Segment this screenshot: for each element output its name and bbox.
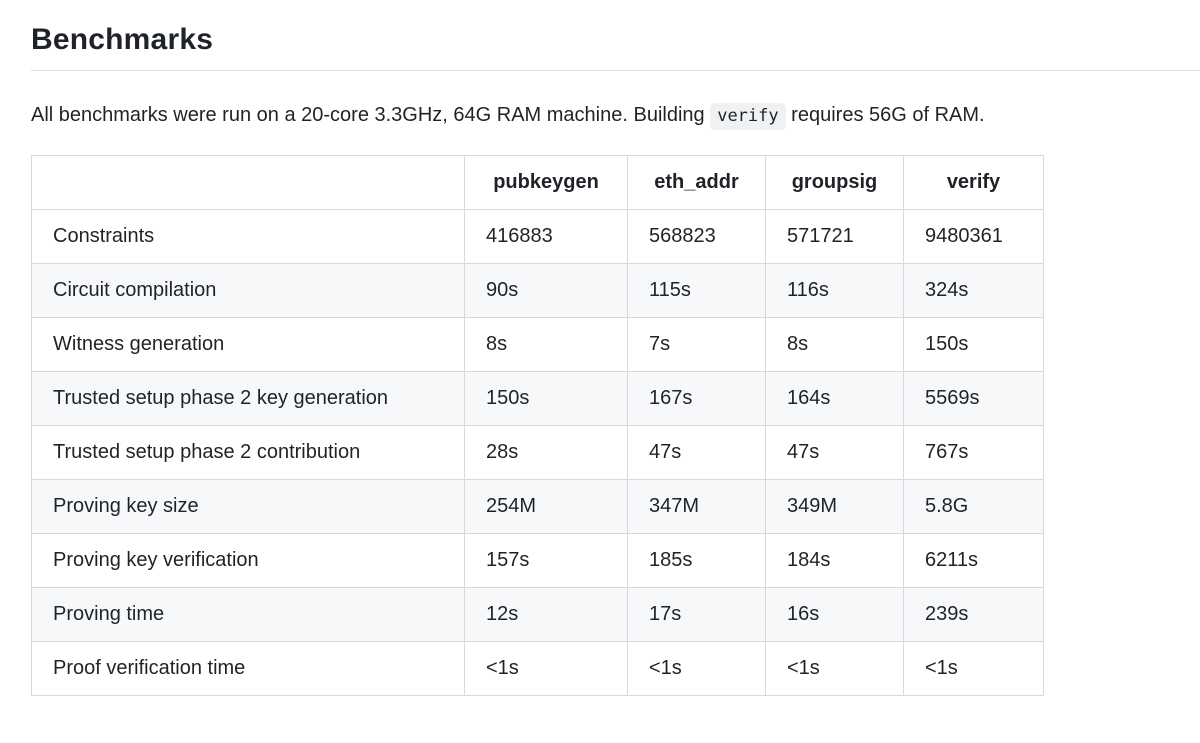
table-cell: 150s	[464, 371, 628, 426]
intro-paragraph: All benchmarks were run on a 20-core 3.3…	[31, 103, 1200, 130]
table-row-proving-key-verification: Proving key verification 157s 185s 184s …	[31, 533, 1044, 588]
intro-text-after: requires 56G of RAM.	[785, 104, 985, 126]
column-header-empty	[31, 155, 465, 210]
table-cell: 184s	[765, 533, 904, 588]
table-cell: 5.8G	[903, 479, 1044, 534]
table-cell: 324s	[903, 263, 1044, 318]
table-cell: 6211s	[903, 533, 1044, 588]
table-row-circuit-compilation: Circuit compilation 90s 115s 116s 324s	[31, 263, 1044, 318]
row-label-constraints: Constraints	[31, 209, 465, 264]
column-header-eth-addr: eth_addr	[627, 155, 766, 210]
table-cell: <1s	[765, 641, 904, 696]
table-cell: <1s	[903, 641, 1044, 696]
table-cell: 157s	[464, 533, 628, 588]
table-cell: 17s	[627, 587, 766, 642]
table-cell: 116s	[765, 263, 904, 318]
table-row-trusted-setup-contribution: Trusted setup phase 2 contribution 28s 4…	[31, 425, 1044, 480]
row-label-trusted-setup-key-generation: Trusted setup phase 2 key generation	[31, 371, 465, 426]
table-row-trusted-setup-key-generation: Trusted setup phase 2 key generation 150…	[31, 371, 1044, 426]
table-cell: 767s	[903, 425, 1044, 480]
table-cell: 416883	[464, 209, 628, 264]
row-label-proving-time: Proving time	[31, 587, 465, 642]
table-cell: 349M	[765, 479, 904, 534]
row-label-witness-generation: Witness generation	[31, 317, 465, 372]
table-cell: 28s	[464, 425, 628, 480]
table-cell: 9480361	[903, 209, 1044, 264]
intro-text-before: All benchmarks were run on a 20-core 3.3…	[31, 104, 711, 126]
table-cell: 16s	[765, 587, 904, 642]
column-header-pubkeygen: pubkeygen	[464, 155, 628, 210]
table-cell: 185s	[627, 533, 766, 588]
readme-content: Benchmarks All benchmarks were run on a …	[31, 22, 1200, 696]
table-cell: 239s	[903, 587, 1044, 642]
table-cell: 571721	[765, 209, 904, 264]
table-cell: 254M	[464, 479, 628, 534]
table-cell: 164s	[765, 371, 904, 426]
table-cell: 150s	[903, 317, 1044, 372]
table-cell: 568823	[627, 209, 766, 264]
table-cell: 47s	[765, 425, 904, 480]
row-label-proof-verification-time: Proof verification time	[31, 641, 465, 696]
inline-code-verify: verify	[710, 103, 786, 130]
table-row-proving-time: Proving time 12s 17s 16s 239s	[31, 587, 1044, 642]
table-row-proving-key-size: Proving key size 254M 347M 349M 5.8G	[31, 479, 1044, 534]
table-cell: 12s	[464, 587, 628, 642]
row-label-proving-key-verification: Proving key verification	[31, 533, 465, 588]
table-cell: 115s	[627, 263, 766, 318]
row-label-circuit-compilation: Circuit compilation	[31, 263, 465, 318]
table-cell: <1s	[464, 641, 628, 696]
column-header-verify: verify	[903, 155, 1044, 210]
column-header-groupsig: groupsig	[765, 155, 904, 210]
table-cell: 167s	[627, 371, 766, 426]
table-cell: 347M	[627, 479, 766, 534]
table-cell: 90s	[464, 263, 628, 318]
table-cell: 47s	[627, 425, 766, 480]
table-cell: 7s	[627, 317, 766, 372]
table-row-witness-generation: Witness generation 8s 7s 8s 150s	[31, 317, 1044, 372]
page-title: Benchmarks	[31, 22, 1200, 71]
table-cell: <1s	[627, 641, 766, 696]
table-cell: 8s	[765, 317, 904, 372]
header-row: pubkeygen eth_addr groupsig verify	[31, 155, 1044, 210]
table-row-proof-verification-time: Proof verification time <1s <1s <1s <1s	[31, 641, 1044, 696]
row-label-trusted-setup-contribution: Trusted setup phase 2 contribution	[31, 425, 465, 480]
row-label-proving-key-size: Proving key size	[31, 479, 465, 534]
table-cell: 5569s	[903, 371, 1044, 426]
table-cell: 8s	[464, 317, 628, 372]
table-row-constraints: Constraints 416883 568823 571721 9480361	[31, 209, 1044, 264]
benchmarks-table: pubkeygen eth_addr groupsig verify Const…	[31, 155, 1044, 696]
